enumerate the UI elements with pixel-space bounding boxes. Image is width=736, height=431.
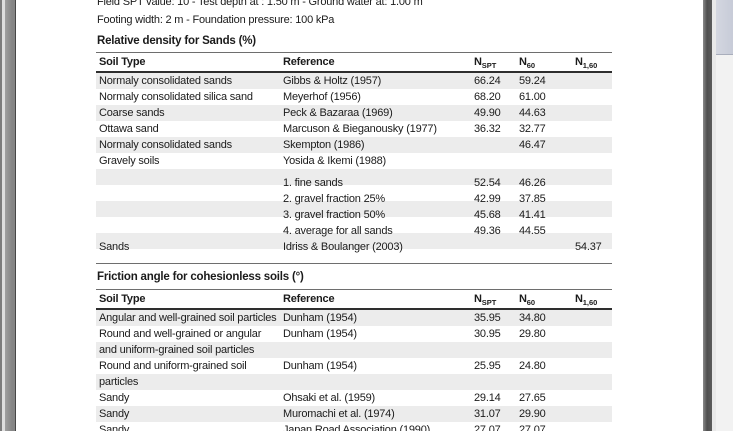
col-header-soil-type: Soil Type (99, 293, 146, 305)
table-row: Sandy Ohsaki et al. (1959) 29.14 27.65 (99, 392, 546, 404)
footing-summary-line: Footing width: 2 m - Foundation pressure… (97, 14, 335, 26)
window-right-highlight (712, 0, 716, 431)
window-left-frame-bar (5, 0, 16, 431)
col-header-n60: N60 (519, 293, 536, 308)
table-row: Sands Idriss & Boulanger (2003) 54.37 (99, 241, 602, 253)
col-header-n160: N1,60 (575, 56, 598, 71)
vertical-scrollbar-thumb[interactable] (716, 0, 733, 55)
table-row: 3. gravel fraction 50% 45.68 41.41 (283, 209, 546, 221)
col-header-soil-type: Soil Type (99, 56, 146, 68)
friction-angle-table: Soil Type Reference NSPT N60 N1,60 Angul… (96, 289, 612, 431)
window-left-border (0, 0, 2, 431)
table-bottom-rule (96, 263, 612, 264)
table-row: 4. average for all sands 49.36 44.55 (283, 225, 546, 237)
section-title-relative-density: Relative density for Sands (%) (97, 35, 256, 47)
col-header-nspt: NSPT (474, 56, 497, 71)
table-row: 2. gravel fraction 25% 42.99 37.85 (283, 193, 546, 205)
table-row: Gravely soils Yosida & Ikemi (1988) (99, 155, 387, 167)
col-header-reference: Reference (283, 293, 335, 305)
table-row: Coarse sands Peck & Bazaraa (1969) 49.90… (99, 107, 546, 119)
table-row: Ottawa sand Marcuson & Bieganousky (1977… (99, 123, 546, 135)
window-right-border (733, 0, 736, 431)
table-body: Angular and well-grained soil particles … (96, 310, 612, 431)
table-row: Sandy Japan Road Association (1990) 27.0… (99, 424, 546, 431)
relative-density-table: Soil Type Reference NSPT N60 N1,60 Norma… (96, 52, 612, 255)
spt-summary-line: Field SPT value: 10 - Test depth at : 1.… (97, 0, 423, 8)
report-page: Field SPT value: 10 - Test depth at : 1.… (16, 0, 703, 431)
section-title-friction-angle: Friction angle for cohesionless soils (°… (97, 271, 304, 283)
table-header-row: Soil Type Reference NSPT N60 N1,60 (96, 52, 612, 73)
col-header-n60: N60 (519, 56, 536, 71)
table-header-row: Soil Type Reference NSPT N60 N1,60 (96, 289, 612, 310)
window-right-frame-bar (703, 0, 712, 431)
col-header-n160: N1,60 (575, 293, 598, 308)
table-row: Round and uniform-grained soil particles … (99, 360, 546, 388)
table-row: Angular and well-grained soil particles … (99, 312, 546, 324)
table-row: Round and well-grained or angular and uni… (99, 328, 546, 356)
table-row: Normaly consolidated sands Gibbs & Holtz… (99, 75, 546, 87)
table-row: Normaly consolidated silica sand Meyerho… (99, 91, 546, 103)
col-header-reference: Reference (283, 56, 335, 68)
vertical-scrollbar-track[interactable] (716, 0, 733, 431)
table-row: Sandy Muromachi et al. (1974) 31.07 29.9… (99, 408, 546, 420)
table-body: Normaly consolidated sands Gibbs & Holtz… (96, 73, 612, 255)
window-left-highlight (2, 0, 5, 431)
table-row: 1. fine sands 52.54 46.26 (283, 177, 546, 189)
table-row: Normaly consolidated sands Skempton (198… (99, 139, 546, 151)
col-header-nspt: NSPT (474, 293, 497, 308)
